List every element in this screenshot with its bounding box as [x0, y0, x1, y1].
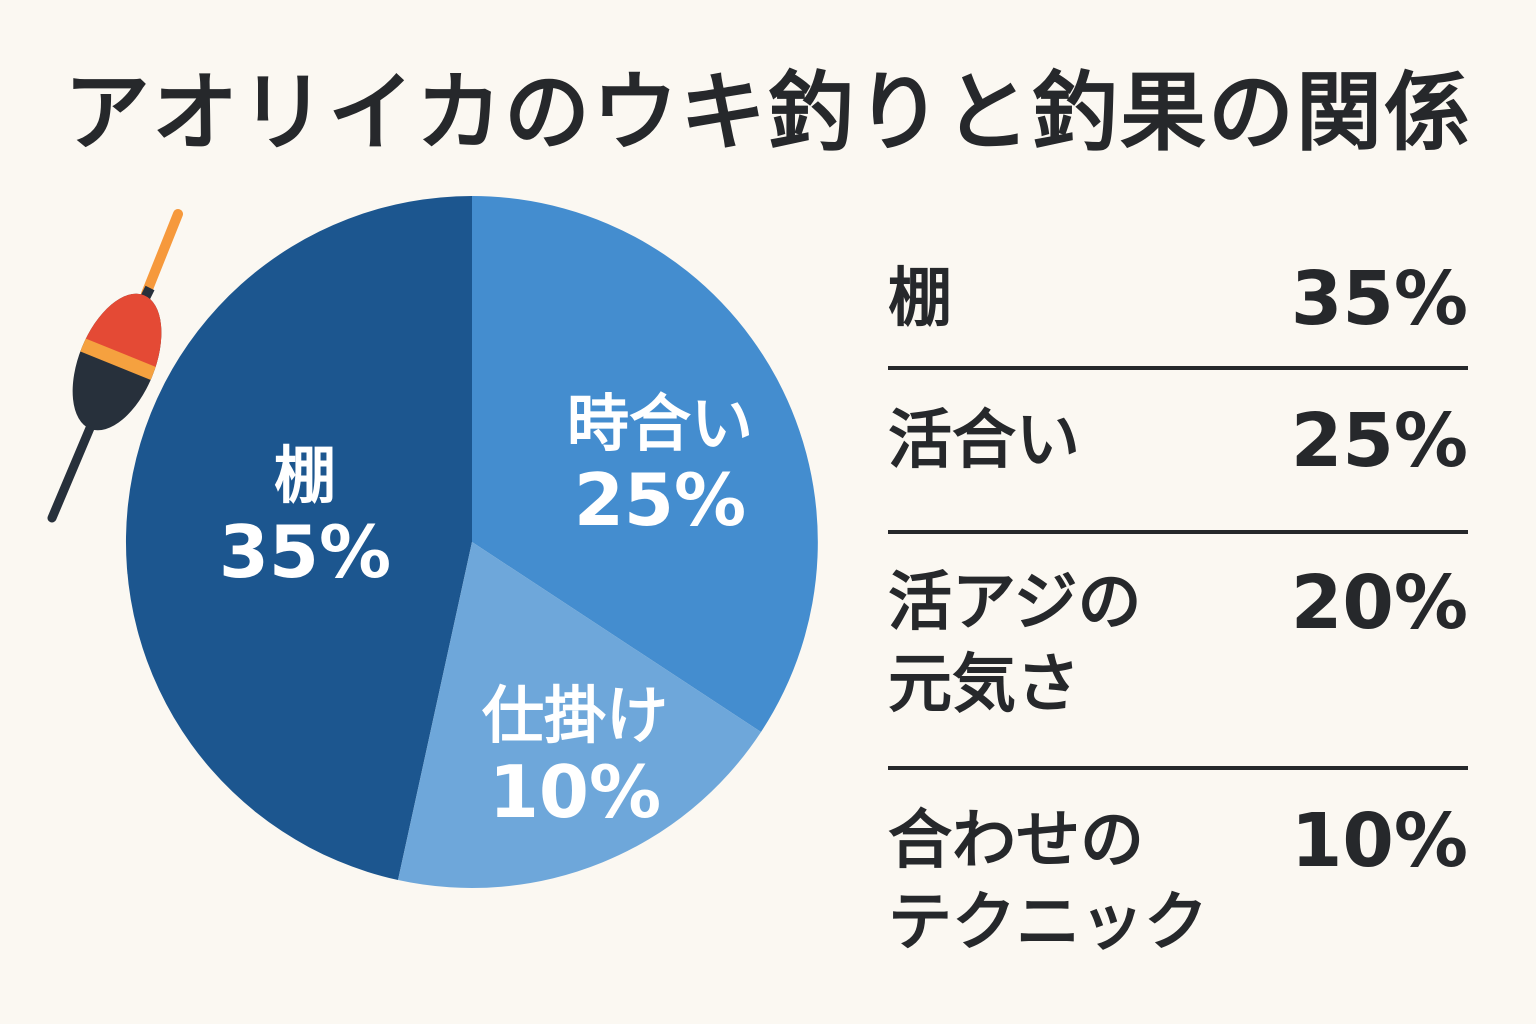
pie-label-name: 棚 [273, 439, 336, 512]
pie-label-tana: 棚 35% [200, 440, 410, 594]
pie-chart [47, 196, 818, 888]
pie-slice-tana [125, 196, 472, 880]
legend-row-label: 棚 [888, 262, 952, 336]
pie-label-value: 10% [488, 750, 662, 835]
pie-label-value: 35% [218, 510, 392, 595]
pie-label-name: 時合い [566, 387, 753, 460]
pie-label-value: 25% [573, 458, 747, 543]
pie-label-shikake: 仕掛け 10% [470, 680, 680, 834]
chart-title: アオリイカのウキ釣りと釣果の関係 [64, 63, 1472, 163]
legend-row-value: 35% [1290, 256, 1468, 342]
legend-row: 合わせの テクニック 10% [888, 770, 1468, 970]
legend-row-label: 活合い [888, 404, 1080, 478]
legend-row: 活アジの 元気さ 20% [888, 534, 1468, 770]
legend-row-value: 10% [1290, 798, 1468, 884]
pie-chart-area: 棚 35% 時合い 25% 仕掛け 10% [47, 196, 818, 888]
legend-row: 活合い 25% [888, 370, 1468, 534]
legend-table: 棚 35% 活合い 25% 活アジの 元気さ 20% 合わせの テクニック 10… [888, 240, 1468, 970]
legend-row-value: 25% [1290, 398, 1468, 484]
pie-label-jiai: 時合い 25% [540, 388, 780, 542]
legend-row-label: 合わせの テクニック [888, 804, 1208, 960]
legend-row: 棚 35% [888, 240, 1468, 370]
pie-label-name: 仕掛け [481, 679, 668, 752]
legend-row-value: 20% [1290, 560, 1468, 646]
pie-slice-jiai [472, 196, 818, 732]
pie-slice-shikake [398, 542, 761, 888]
legend-row-label: 活アジの 元気さ [888, 566, 1142, 722]
